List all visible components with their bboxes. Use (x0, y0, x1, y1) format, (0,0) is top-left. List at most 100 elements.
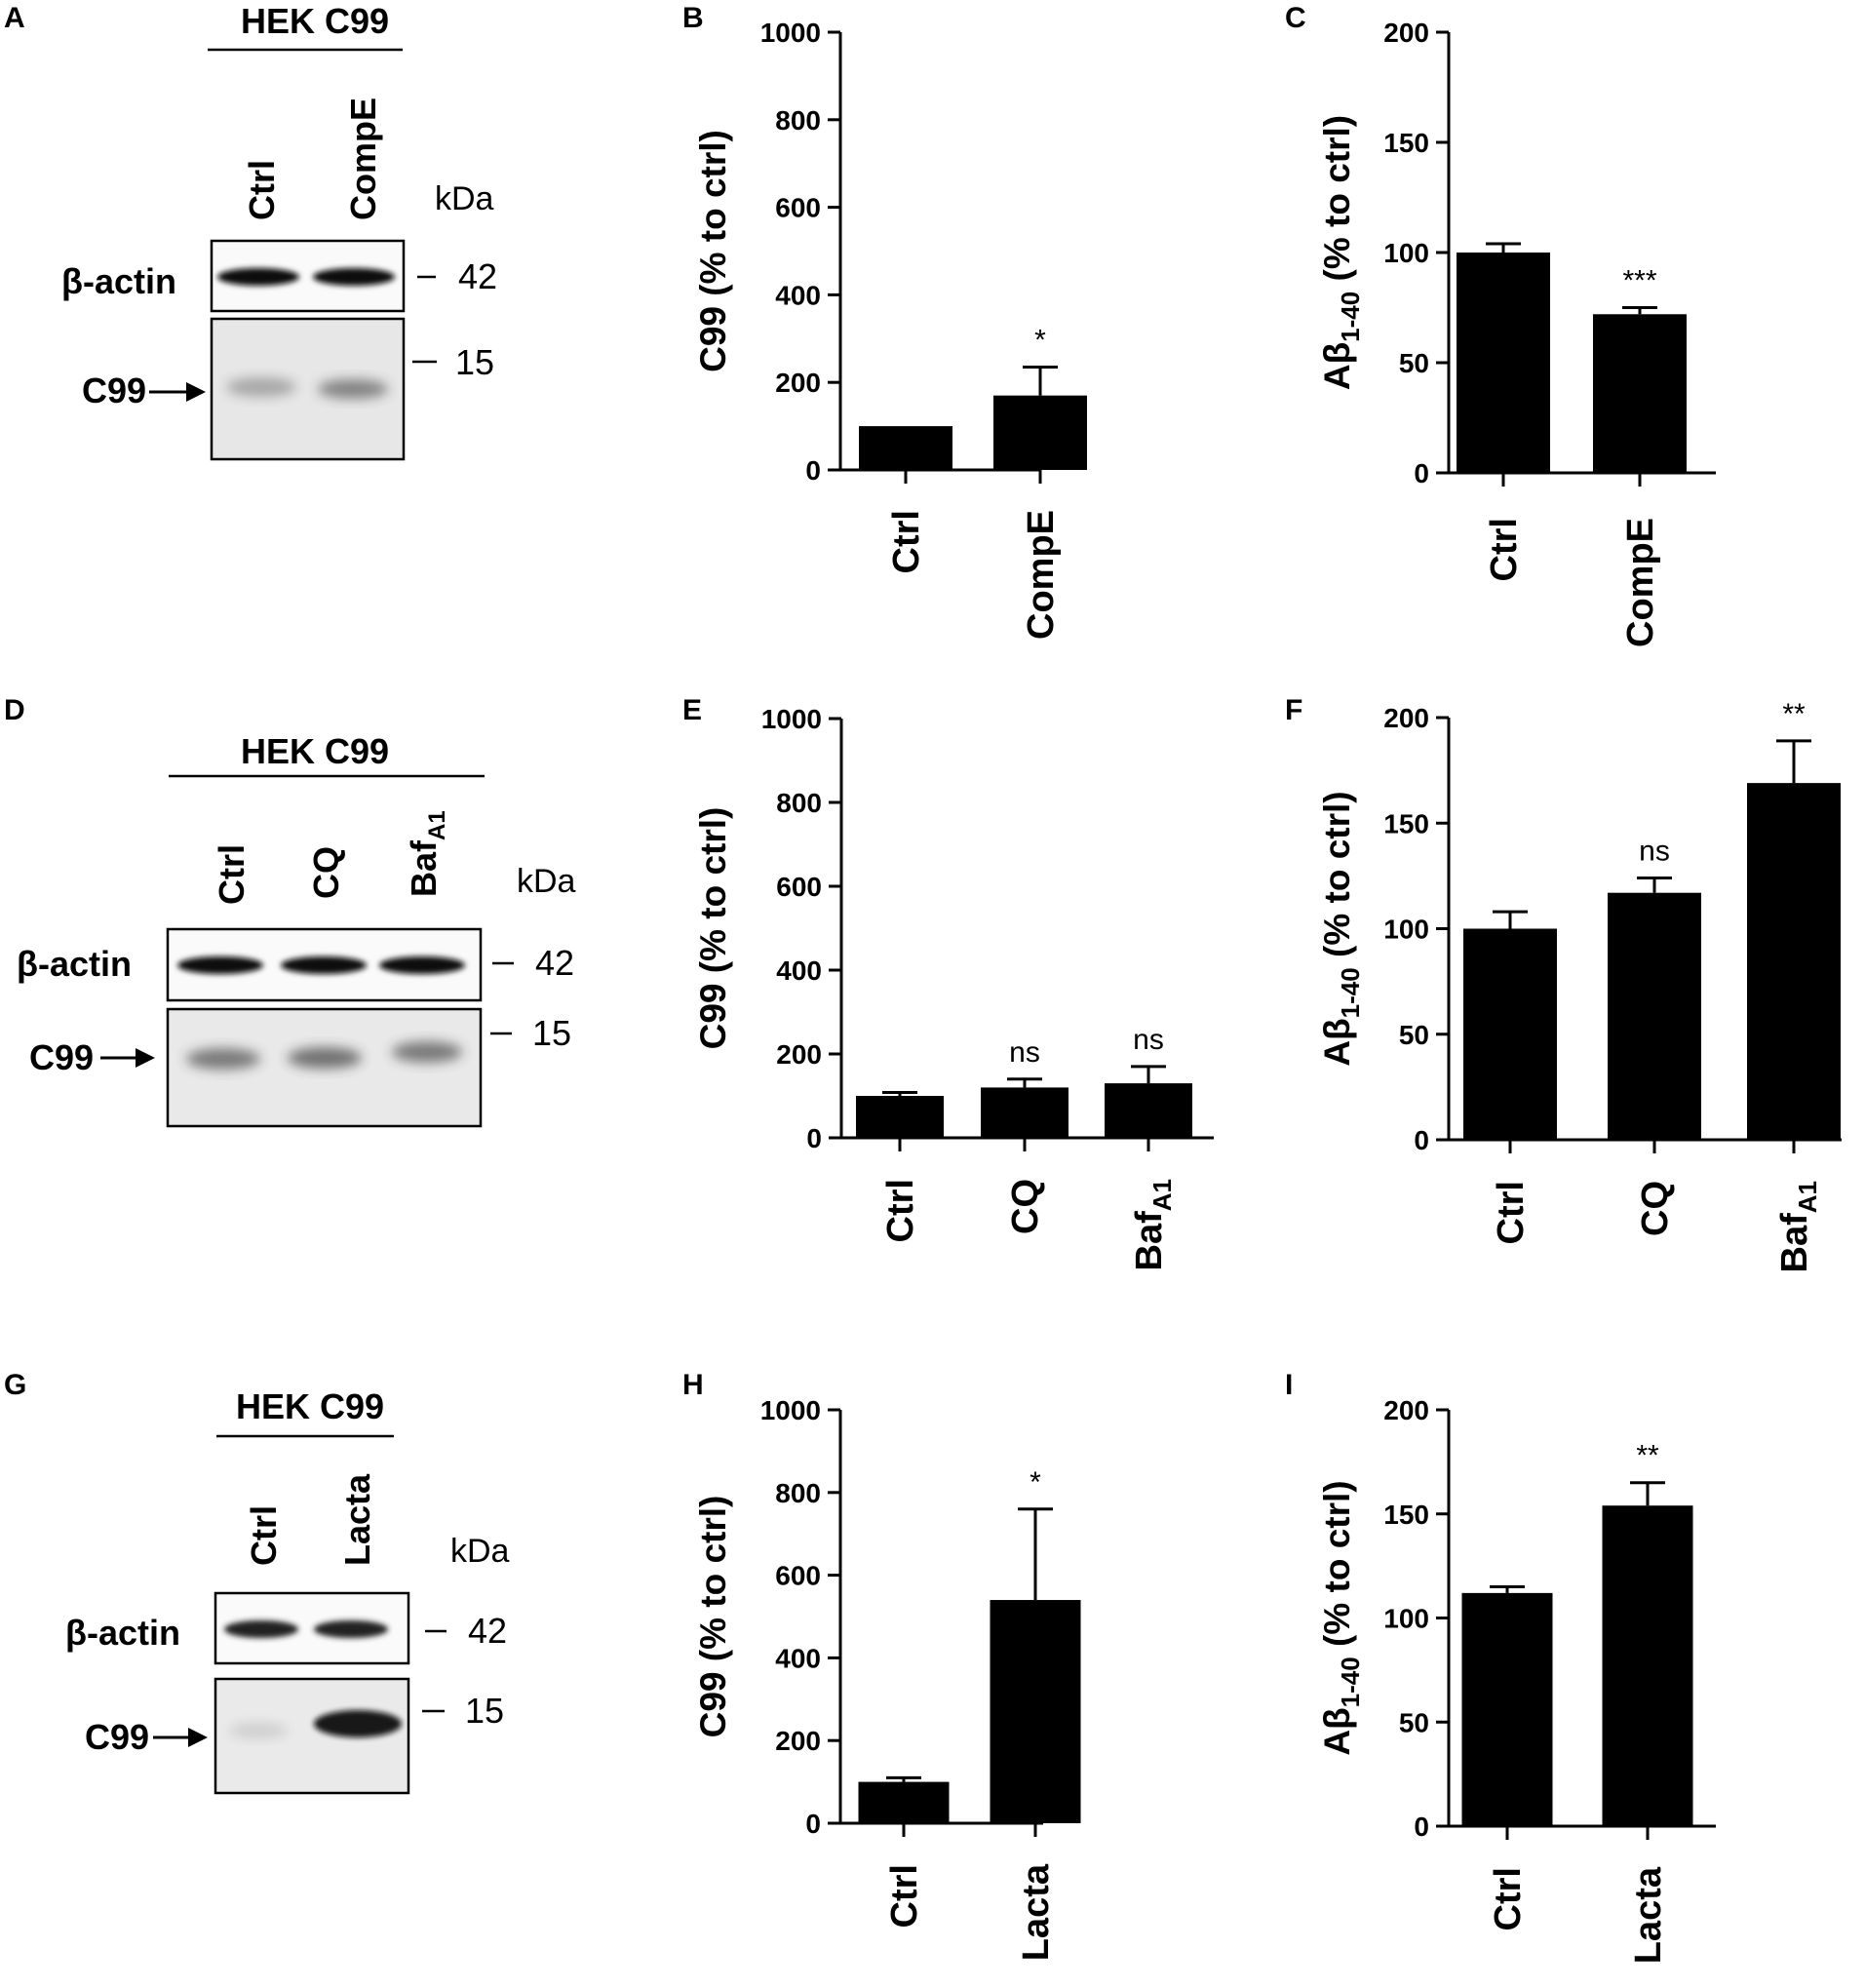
bar-chart-b: 0 200 400 600 800 1000 C99 (% to ctrl) Ctrl * Com… (693, 18, 1087, 640)
bar-compe (1593, 314, 1687, 473)
marker-15: 15 (465, 1691, 504, 1731)
bar-compe (993, 395, 1087, 470)
bar-lacta (990, 1600, 1081, 1823)
blot-title: HEK C99 (236, 1386, 384, 1426)
y-tick-label: 150 (1383, 808, 1429, 838)
band-actin-lane1 (217, 268, 299, 286)
y-tick-label: 800 (775, 105, 821, 136)
significance-label: ns (1133, 1024, 1164, 1056)
bar-ctrl (856, 1096, 944, 1138)
significance-label: *** (1622, 265, 1656, 297)
row-label-c99: C99 (85, 1717, 149, 1757)
significance-label: * (1030, 1466, 1041, 1499)
row-label-c99: C99 (29, 1037, 94, 1077)
bar-cq (981, 1087, 1068, 1138)
bar-chart-i: 0 50 100 150 200 Aβ1-40 (% to ctrl) Ctrl ** Lact… (1317, 1395, 1716, 1964)
western-blot-a: HEK C99 Ctrl CompE kDa β-actin C99 42 15 (61, 1, 497, 461)
category-label: CQ (1635, 1181, 1676, 1236)
panel-label-d: D (4, 694, 25, 726)
c99-arrow-icon (100, 1048, 155, 1068)
band-actin-lane2 (314, 1620, 388, 1638)
category-label: Ctrl (1484, 518, 1525, 581)
y-tick-label: 200 (1383, 18, 1429, 48)
lane-label-compe: CompE (343, 97, 383, 220)
bar-chart-h: 0 200 400 600 800 1000 C99 (% to ctrl) Ctrl * Lac… (693, 1395, 1081, 1961)
y-tick-label: 200 (776, 1039, 822, 1070)
band-actin-lane2 (281, 956, 367, 974)
bar-chart-e: 0 200 400 600 800 1000 C99 (% to ctrl) Ctrl ns CQ… (693, 704, 1214, 1270)
y-tick-label: 0 (805, 455, 821, 486)
row-label-beta-actin: β-actin (17, 944, 132, 984)
lane-label-cq: CQ (306, 846, 346, 899)
bar-baf (1105, 1083, 1192, 1138)
row-label-c99: C99 (82, 370, 146, 410)
bar-lacta (1602, 1505, 1693, 1826)
y-tick-label: 800 (776, 788, 822, 818)
significance-label: ns (1639, 836, 1670, 868)
category-label: CQ (1005, 1179, 1046, 1234)
lane-label-ctrl: Ctrl (242, 160, 282, 220)
y-tick-label: 0 (1414, 1125, 1429, 1155)
band-actin-lane1 (224, 1620, 298, 1638)
y-axis-label: C99 (% to ctrl) (693, 807, 733, 1050)
panel-label-h: H (682, 1369, 704, 1401)
band-c99-lane2 (318, 379, 388, 399)
panel-label-c: C (1285, 2, 1306, 34)
western-blot-g: HEK C99 Ctrl Lacta kDa β-actin C99 42 15 (65, 1386, 510, 1795)
band-c99-lane2 (314, 1710, 402, 1737)
lane-label-baf: BafA1 (404, 810, 450, 897)
lane-label-ctrl: Ctrl (212, 844, 252, 905)
band-c99-lane3 (392, 1041, 462, 1063)
category-label: BafA1 (1774, 1181, 1822, 1272)
band-actin-lane1 (177, 956, 263, 974)
bar-ctrl (1461, 1592, 1553, 1826)
y-tick-label: 0 (1414, 458, 1429, 488)
bar-ctrl (858, 1781, 950, 1823)
western-blot-d: HEK C99 Ctrl CQ BafA1 kDa β-actin C99 42… (17, 731, 576, 1128)
band-c99-lane2 (288, 1047, 362, 1069)
panel-label-a: A (4, 2, 25, 34)
band-c99-lane1 (186, 1048, 260, 1070)
c99-arrow-icon (153, 1728, 208, 1747)
significance-label: * (1034, 324, 1046, 356)
category-label: Lacta (1628, 1866, 1669, 1964)
y-axis-label: C99 (% to ctrl) (693, 1496, 733, 1738)
band-actin-lane2 (313, 268, 395, 286)
row-label-beta-actin: β-actin (61, 261, 176, 301)
bar-chart-f: 0 50 100 150 200 Aβ1-40 (% to ctrl) Ctrl ns CQ **… (1317, 698, 1842, 1272)
panel-label-g: G (4, 1369, 26, 1401)
band-c99-lane1 (226, 377, 296, 397)
panel-label-i: I (1285, 1369, 1293, 1401)
y-tick-label: 200 (775, 368, 821, 398)
y-tick-label: 0 (806, 1123, 822, 1153)
marker-42: 42 (535, 943, 574, 983)
category-label: Lacta (1016, 1863, 1057, 1961)
marker-15: 15 (455, 342, 494, 382)
kda-label: kDa (450, 1533, 510, 1570)
marker-42: 42 (468, 1611, 507, 1651)
kda-label: kDa (435, 180, 494, 217)
y-axis-label: Aβ1-40 (% to ctrl) (1317, 115, 1365, 390)
category-label: Ctrl (884, 1864, 925, 1928)
y-tick-label: 1000 (760, 1395, 821, 1425)
category-label: Ctrl (1488, 1867, 1529, 1930)
band-actin-lane3 (379, 956, 465, 974)
y-axis-label: Aβ1-40 (% to ctrl) (1317, 1480, 1365, 1755)
y-tick-label: 50 (1399, 1707, 1429, 1737)
category-label: BafA1 (1129, 1179, 1177, 1270)
kda-label: kDa (517, 863, 576, 900)
y-tick-label: 1000 (761, 704, 822, 734)
bar-ctrl (1457, 253, 1550, 473)
y-tick-label: 0 (805, 1809, 821, 1839)
y-tick-label: 50 (1399, 1020, 1429, 1050)
significance-label: ns (1009, 1036, 1040, 1069)
panel-label-b: B (682, 2, 704, 34)
y-tick-label: 200 (1383, 1395, 1429, 1425)
y-tick-label: 200 (1383, 703, 1429, 733)
marker-15: 15 (532, 1013, 571, 1053)
y-tick-label: 0 (1414, 1812, 1429, 1842)
y-tick-label: 100 (1383, 238, 1429, 268)
significance-label: ** (1782, 698, 1806, 730)
band-c99-lane1 (229, 1723, 288, 1738)
